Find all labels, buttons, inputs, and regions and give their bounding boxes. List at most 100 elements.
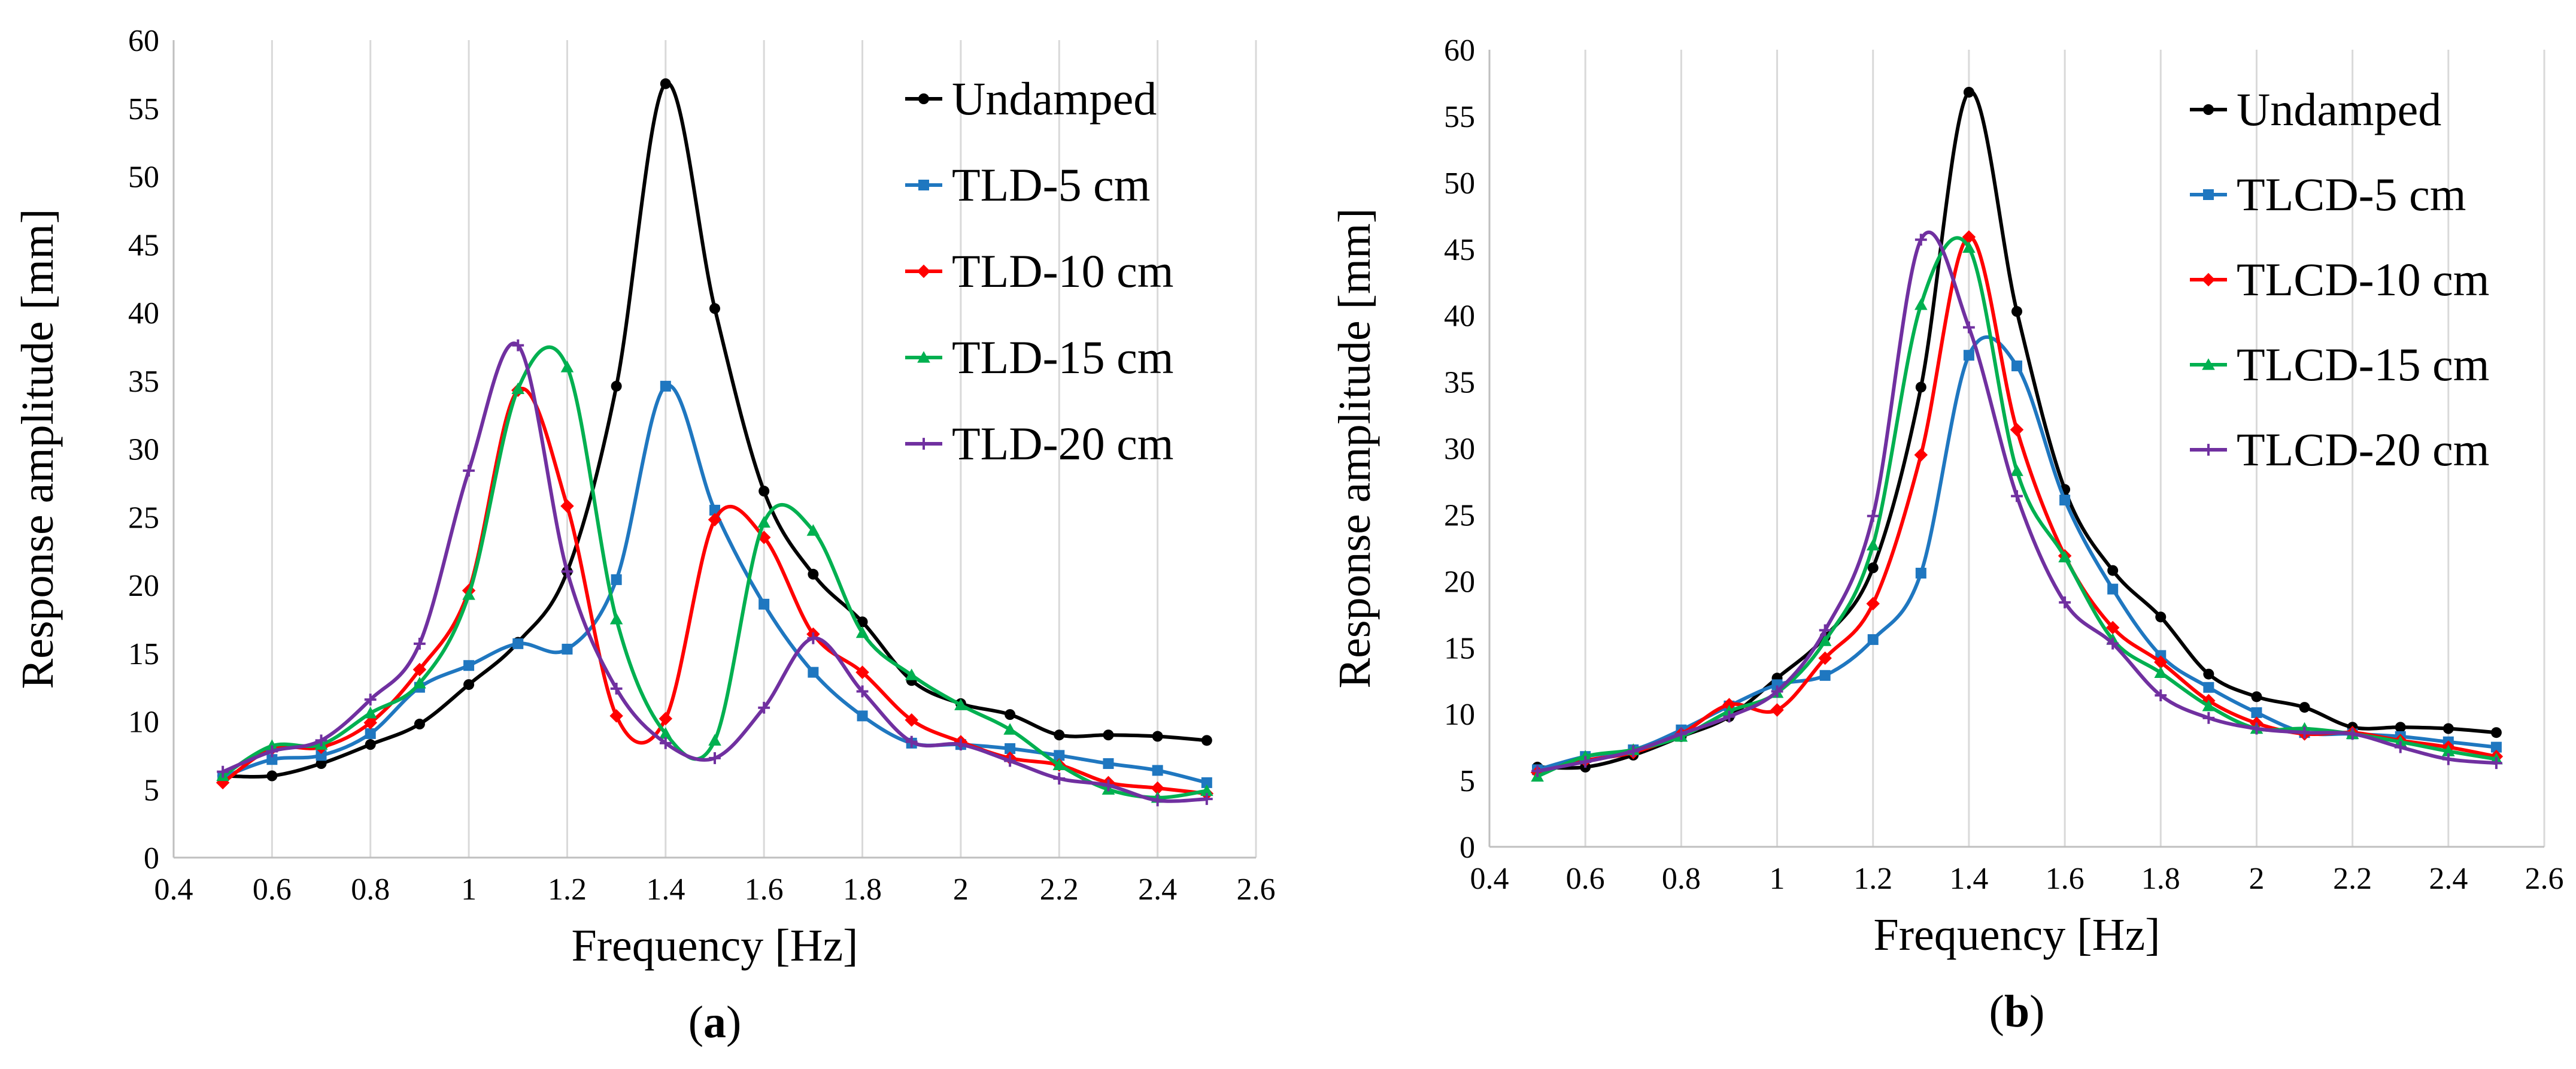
y-tick-label: 50 [1444,166,1475,201]
data-point [2011,306,2022,317]
panel-label-open: ( [1989,986,2004,1037]
data-point [266,770,278,782]
y-tick-label: 45 [128,228,159,262]
data-point [363,716,377,730]
legend-marker [918,180,929,190]
data-point [2490,757,2502,770]
data-point [2250,722,2263,735]
data-point [857,710,868,722]
data-point [1914,298,1928,310]
series-markers [217,339,1213,807]
y-tick-label: 25 [128,501,159,535]
y-tick-label: 55 [128,92,159,126]
legend-label: TLD-5 cm [952,159,1150,211]
chart-panel-a: 0 5 10 15 20 25 30 35 40 45 50 55 60 0.4 0.6 0.8 1 1.2 1.4… [13,24,1276,1047]
series-markers [1532,350,2502,776]
legend-marker [918,93,929,104]
data-point [265,739,279,752]
data-point [2203,682,2214,693]
y-tick-label: 40 [1444,299,1475,334]
legend-label: TLD-15 cm [952,331,1173,383]
y-tick-label: 20 [1444,565,1475,599]
y-tick-label: 5 [144,773,159,807]
data-point [1201,735,1212,746]
legend-marker [2202,358,2215,370]
x-tick-label: 2.2 [1040,873,1079,907]
data-point [855,626,869,638]
data-point [1915,381,1926,393]
data-point [905,668,918,680]
y-tick-label: 5 [1460,764,1475,798]
y-tick-label: 25 [1444,498,1475,532]
data-point [1818,634,1832,646]
data-point [1004,755,1016,767]
data-point [1005,743,1016,754]
data-point [266,754,278,765]
x-tick-label: 0.8 [1662,862,1701,896]
data-point [1675,728,1688,740]
data-point [2011,360,2022,371]
data-point [364,694,377,705]
data-point [610,683,623,695]
data-point [2155,689,2167,702]
data-point [2490,741,2502,753]
data-point [1866,538,1880,551]
x-tick-label: 0.6 [253,873,292,907]
x-tick-label: 0.6 [1566,862,1605,896]
data-point [363,707,377,719]
data-point [1723,710,1735,723]
legend: Undamped TLCD-5 cm TLCD-10 cm TLCD-15 cm TLC… [2190,83,2489,476]
data-point [806,524,820,536]
data-point [2395,722,2406,733]
data-point [1579,756,1592,768]
data-point [414,719,425,730]
legend-label: TLD-10 cm [952,245,1173,297]
data-point [2443,723,2454,734]
legend-label: TLCD-10 cm [2237,253,2489,305]
data-point [1200,784,1213,797]
y-axis-label: Response amplitude [mm] [1330,208,1380,688]
data-point [512,339,524,352]
y-tick-label: 35 [1444,366,1475,400]
x-tick-label: 1.6 [745,873,784,907]
data-point [1102,779,1115,792]
data-point [2299,702,2310,713]
data-point [609,613,623,625]
data-point [1151,781,1164,795]
x-tick-label: 1 [1770,862,1785,896]
panel-label-open: ( [688,997,703,1047]
x-tick-label: 1.8 [2141,862,2180,896]
data-point [955,738,967,751]
data-point [1867,562,1879,574]
data-point [2154,655,2168,669]
data-point [609,709,623,723]
data-point [2011,490,2023,502]
data-point [2154,666,2168,679]
data-point [2010,464,2023,476]
data-point [2058,550,2071,563]
data-point [1818,651,1832,665]
data-point [2107,637,2119,650]
data-point [758,701,770,714]
data-point [1963,86,1974,98]
y-tick-label: 60 [1444,34,1475,68]
data-point [217,765,229,778]
data-point [2010,423,2024,437]
y-tick-label: 50 [128,160,159,195]
legend-marker [917,351,930,363]
data-point [2490,727,2502,738]
data-point [1819,670,1831,681]
y-tick-label: 0 [144,841,159,876]
series-markers [1531,241,2503,782]
data-point [561,565,574,578]
data-point [1819,624,1831,637]
data-point [1915,568,1926,579]
data-point [1054,750,1065,761]
data-point [611,574,622,585]
data-point [1627,745,1640,758]
data-point [2393,735,2407,747]
data-point [1054,729,1065,741]
data-point [562,643,573,655]
data-point [1152,731,1163,742]
